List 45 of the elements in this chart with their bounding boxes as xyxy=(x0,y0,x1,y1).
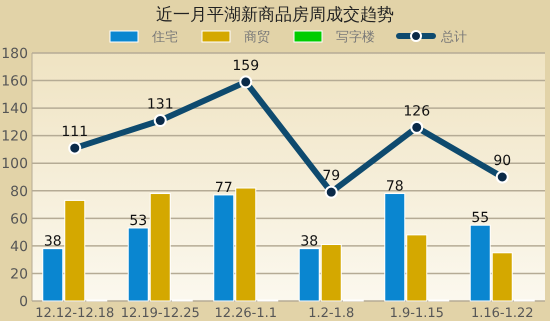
bar xyxy=(235,188,256,302)
data-label: 131 xyxy=(146,96,174,113)
data-label: 53 xyxy=(129,212,148,229)
point xyxy=(496,170,509,184)
y-tick-label: 60 xyxy=(10,211,28,228)
y-tick-label: 120 xyxy=(1,128,28,145)
y-tick-label: 20 xyxy=(10,266,28,282)
legend-label: 写字楼 xyxy=(336,29,375,45)
legend-label: 商贸 xyxy=(244,30,270,45)
y-tick-label: 140 xyxy=(1,101,28,118)
legend-label: 住宅 xyxy=(151,29,178,45)
x-tick-label: 12.19-12.25 xyxy=(120,306,200,321)
point xyxy=(410,120,424,134)
data-label: 38 xyxy=(300,234,318,250)
data-label: 77 xyxy=(214,180,233,196)
x-tick-label: 12.12-12.18 xyxy=(35,306,114,321)
data-label: 38 xyxy=(44,234,62,250)
data-label: 79 xyxy=(322,168,340,184)
y-tick-label: 0 xyxy=(19,294,28,310)
data-label: 78 xyxy=(386,178,404,195)
data-label: 159 xyxy=(232,58,260,74)
x-tick-label: 12.26-1.1 xyxy=(214,306,278,321)
data-label: 55 xyxy=(471,210,490,226)
bar xyxy=(150,193,171,302)
data-label: 126 xyxy=(403,103,430,120)
bar xyxy=(320,244,342,302)
y-tick-label: 100 xyxy=(1,156,28,172)
point xyxy=(324,186,338,199)
x-tick-label: 1.16-1.22 xyxy=(470,306,534,321)
y-tick-label: 40 xyxy=(10,238,28,255)
bar xyxy=(492,252,513,302)
y-tick-label: 180 xyxy=(1,46,28,62)
y-tick-label: 160 xyxy=(1,74,28,90)
x-tick-label: 1.2-1.8 xyxy=(308,306,354,321)
data-label: 111 xyxy=(61,124,88,140)
point xyxy=(154,114,167,128)
point xyxy=(239,75,252,88)
point xyxy=(68,142,82,155)
x-tick-label: 1.9-1.15 xyxy=(390,306,444,321)
data-label: 90 xyxy=(493,153,512,169)
bar xyxy=(64,200,86,302)
chart-title: 近一月平湖新商品房周成交趋势 xyxy=(156,5,394,25)
legend-label: 总计 xyxy=(440,30,467,45)
bar xyxy=(406,234,428,302)
y-tick-label: 80 xyxy=(10,184,28,200)
